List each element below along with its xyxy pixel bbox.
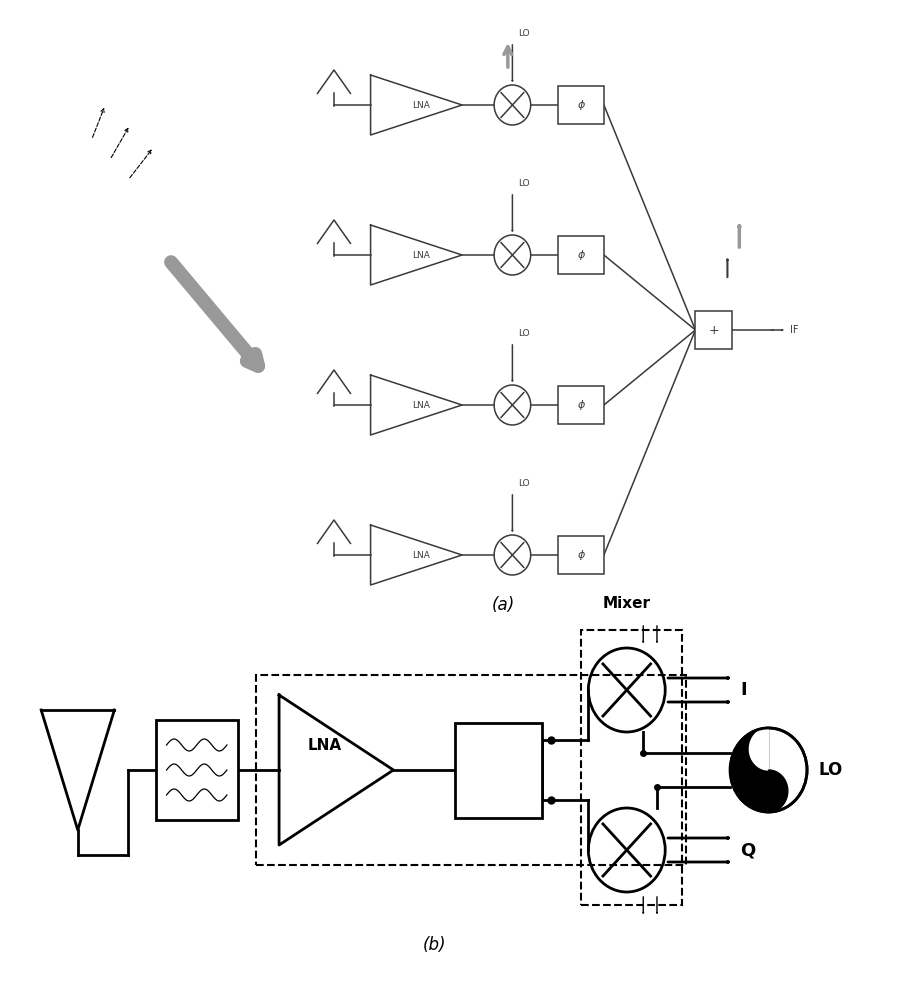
Text: Q: Q — [740, 841, 756, 859]
Text: LNA: LNA — [412, 250, 430, 259]
Text: LO: LO — [519, 179, 530, 188]
Bar — [558, 386, 604, 424]
Text: LO: LO — [519, 29, 530, 38]
Bar — [581, 630, 682, 905]
Text: Balun: Balun — [477, 763, 521, 777]
Text: LO: LO — [519, 329, 530, 338]
Text: $\phi$: $\phi$ — [576, 98, 586, 112]
Bar — [695, 311, 732, 349]
Text: $\phi$: $\phi$ — [576, 248, 586, 262]
Bar — [456, 722, 542, 818]
Text: Mixer: Mixer — [603, 596, 651, 610]
Text: LNA: LNA — [412, 550, 430, 560]
Text: I: I — [740, 681, 747, 699]
Bar — [558, 236, 604, 274]
Text: LO: LO — [519, 479, 530, 488]
Bar — [156, 720, 238, 820]
Text: LNA: LNA — [307, 738, 342, 752]
Polygon shape — [749, 728, 769, 770]
Text: $\phi$: $\phi$ — [576, 398, 586, 412]
Text: IF: IF — [790, 325, 798, 335]
Text: LNA: LNA — [412, 400, 430, 410]
Bar — [256, 675, 686, 865]
Polygon shape — [769, 770, 788, 812]
Text: LNA: LNA — [412, 101, 430, 109]
Bar — [558, 536, 604, 574]
Polygon shape — [730, 728, 769, 812]
Text: +: + — [708, 324, 719, 336]
Text: $\phi$: $\phi$ — [576, 548, 586, 562]
Text: (b): (b) — [423, 936, 447, 954]
Bar — [558, 86, 604, 124]
Text: LO: LO — [818, 761, 843, 779]
Text: (a): (a) — [491, 596, 515, 614]
